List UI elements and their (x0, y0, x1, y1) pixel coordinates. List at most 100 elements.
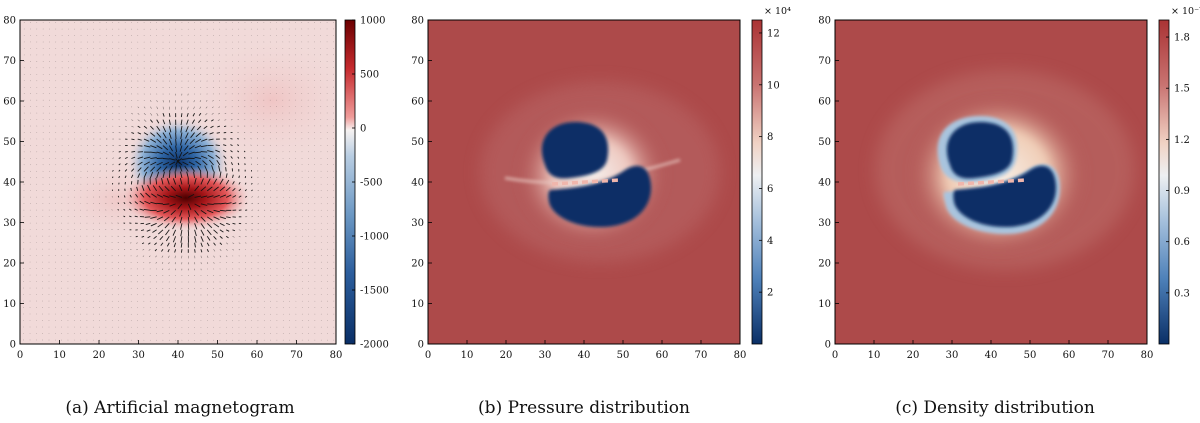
field-arrow (194, 151, 201, 154)
field-arrow (189, 138, 195, 144)
field-arrow (245, 242, 247, 244)
field-arrow (187, 216, 190, 224)
field-arrow (218, 165, 221, 172)
field-arrow (208, 138, 214, 141)
field-arrow (135, 235, 138, 238)
field-arrow (159, 235, 164, 241)
field-arrow (225, 235, 229, 239)
field-arrow (225, 229, 230, 232)
field-arrow (180, 242, 183, 248)
field-arrow (137, 161, 143, 166)
field-arrow (131, 119, 134, 121)
field-arrow (206, 249, 209, 253)
field-arrow (137, 167, 142, 172)
field-arrow (194, 249, 196, 253)
field-arrow (184, 138, 189, 145)
y-tick-label: 10 (411, 299, 424, 310)
field-arrow (179, 216, 183, 224)
colorbar-tick-label: 1.8 (1174, 33, 1190, 44)
field-arrow (142, 255, 145, 257)
field-arrow (194, 210, 199, 216)
field-arrow (199, 100, 202, 102)
y-tick-label: 80 (3, 16, 16, 27)
positive-pole (122, 166, 250, 230)
field-arrow (215, 144, 220, 146)
field-arrow (124, 150, 128, 153)
field-arrow (200, 186, 207, 192)
field-arrow (202, 132, 208, 136)
field-arrow (193, 106, 195, 110)
x-tick-label: 60 (656, 350, 669, 361)
field-arrow (175, 145, 177, 153)
colorbar-tick-label: 0.9 (1174, 186, 1190, 197)
field-arrow (237, 138, 239, 140)
field-arrow (144, 200, 151, 205)
field-arrow (238, 181, 241, 185)
x-tick-label: 70 (695, 350, 708, 361)
field-arrow (131, 138, 135, 141)
x-tick-label: 60 (1063, 350, 1076, 361)
field-arrow (141, 229, 145, 231)
field-arrow (139, 208, 145, 211)
field-arrow (118, 151, 121, 153)
x-tick-label: 0 (425, 350, 431, 361)
colorbar-exponent: × 10⁴ (764, 6, 791, 17)
field-arrow (223, 144, 227, 146)
field-arrow (232, 195, 237, 198)
field-arrow (215, 149, 221, 153)
field-arrow (124, 162, 128, 166)
y-tick-label: 20 (3, 259, 16, 270)
field-arrow (202, 160, 208, 166)
colorbar-tick-label: 12 (767, 28, 780, 39)
field-arrow (124, 125, 127, 128)
field-arrow (231, 162, 233, 166)
field-arrow (156, 125, 161, 131)
field-arrow (232, 202, 237, 205)
field-arrow (263, 196, 266, 198)
field-arrow (168, 138, 173, 146)
field-arrow (117, 209, 120, 211)
field-arrow (123, 215, 126, 218)
field-arrow (224, 112, 227, 115)
field-arrow (205, 112, 208, 116)
x-tick-label: 40 (985, 350, 998, 361)
field-arrow (112, 157, 114, 159)
field-arrow (129, 194, 132, 198)
field-arrow (237, 144, 240, 146)
field-arrow (136, 186, 139, 192)
field-arrow (170, 210, 176, 216)
caption-b: (b) Pressure distribution (478, 398, 690, 418)
field-arrow (251, 196, 253, 198)
field-arrow (194, 195, 202, 198)
field-arrow (216, 132, 220, 134)
field-arrow (199, 106, 202, 109)
colorbar-tick-label: -1000 (360, 232, 389, 243)
field-arrow (226, 242, 229, 245)
field-arrow (161, 262, 164, 264)
field-arrow (203, 125, 208, 130)
field-arrow (168, 119, 171, 125)
colorbar-tick-label: 0 (360, 124, 366, 135)
field-arrow (213, 242, 216, 246)
field-arrow (155, 177, 158, 185)
colorbar-tick-label: 10 (767, 80, 780, 91)
field-arrow (142, 248, 145, 251)
field-arrow (238, 229, 241, 231)
field-arrow (179, 165, 183, 172)
field-arrow (213, 186, 219, 192)
field-arrow (179, 210, 183, 217)
field-arrow (194, 156, 202, 159)
field-arrow (141, 185, 145, 192)
colorbar-tick-label: 1.2 (1174, 135, 1190, 146)
field-arrow (143, 132, 149, 136)
field-arrow (257, 189, 259, 192)
colorbar-tick-label: 8 (767, 132, 773, 143)
field-arrow (206, 186, 213, 192)
field-arrow (250, 138, 252, 140)
field-arrow (111, 215, 113, 218)
field-arrow (194, 223, 198, 230)
field-arrow (191, 119, 195, 124)
field-arrow (180, 229, 183, 237)
field-arrow (200, 229, 205, 236)
